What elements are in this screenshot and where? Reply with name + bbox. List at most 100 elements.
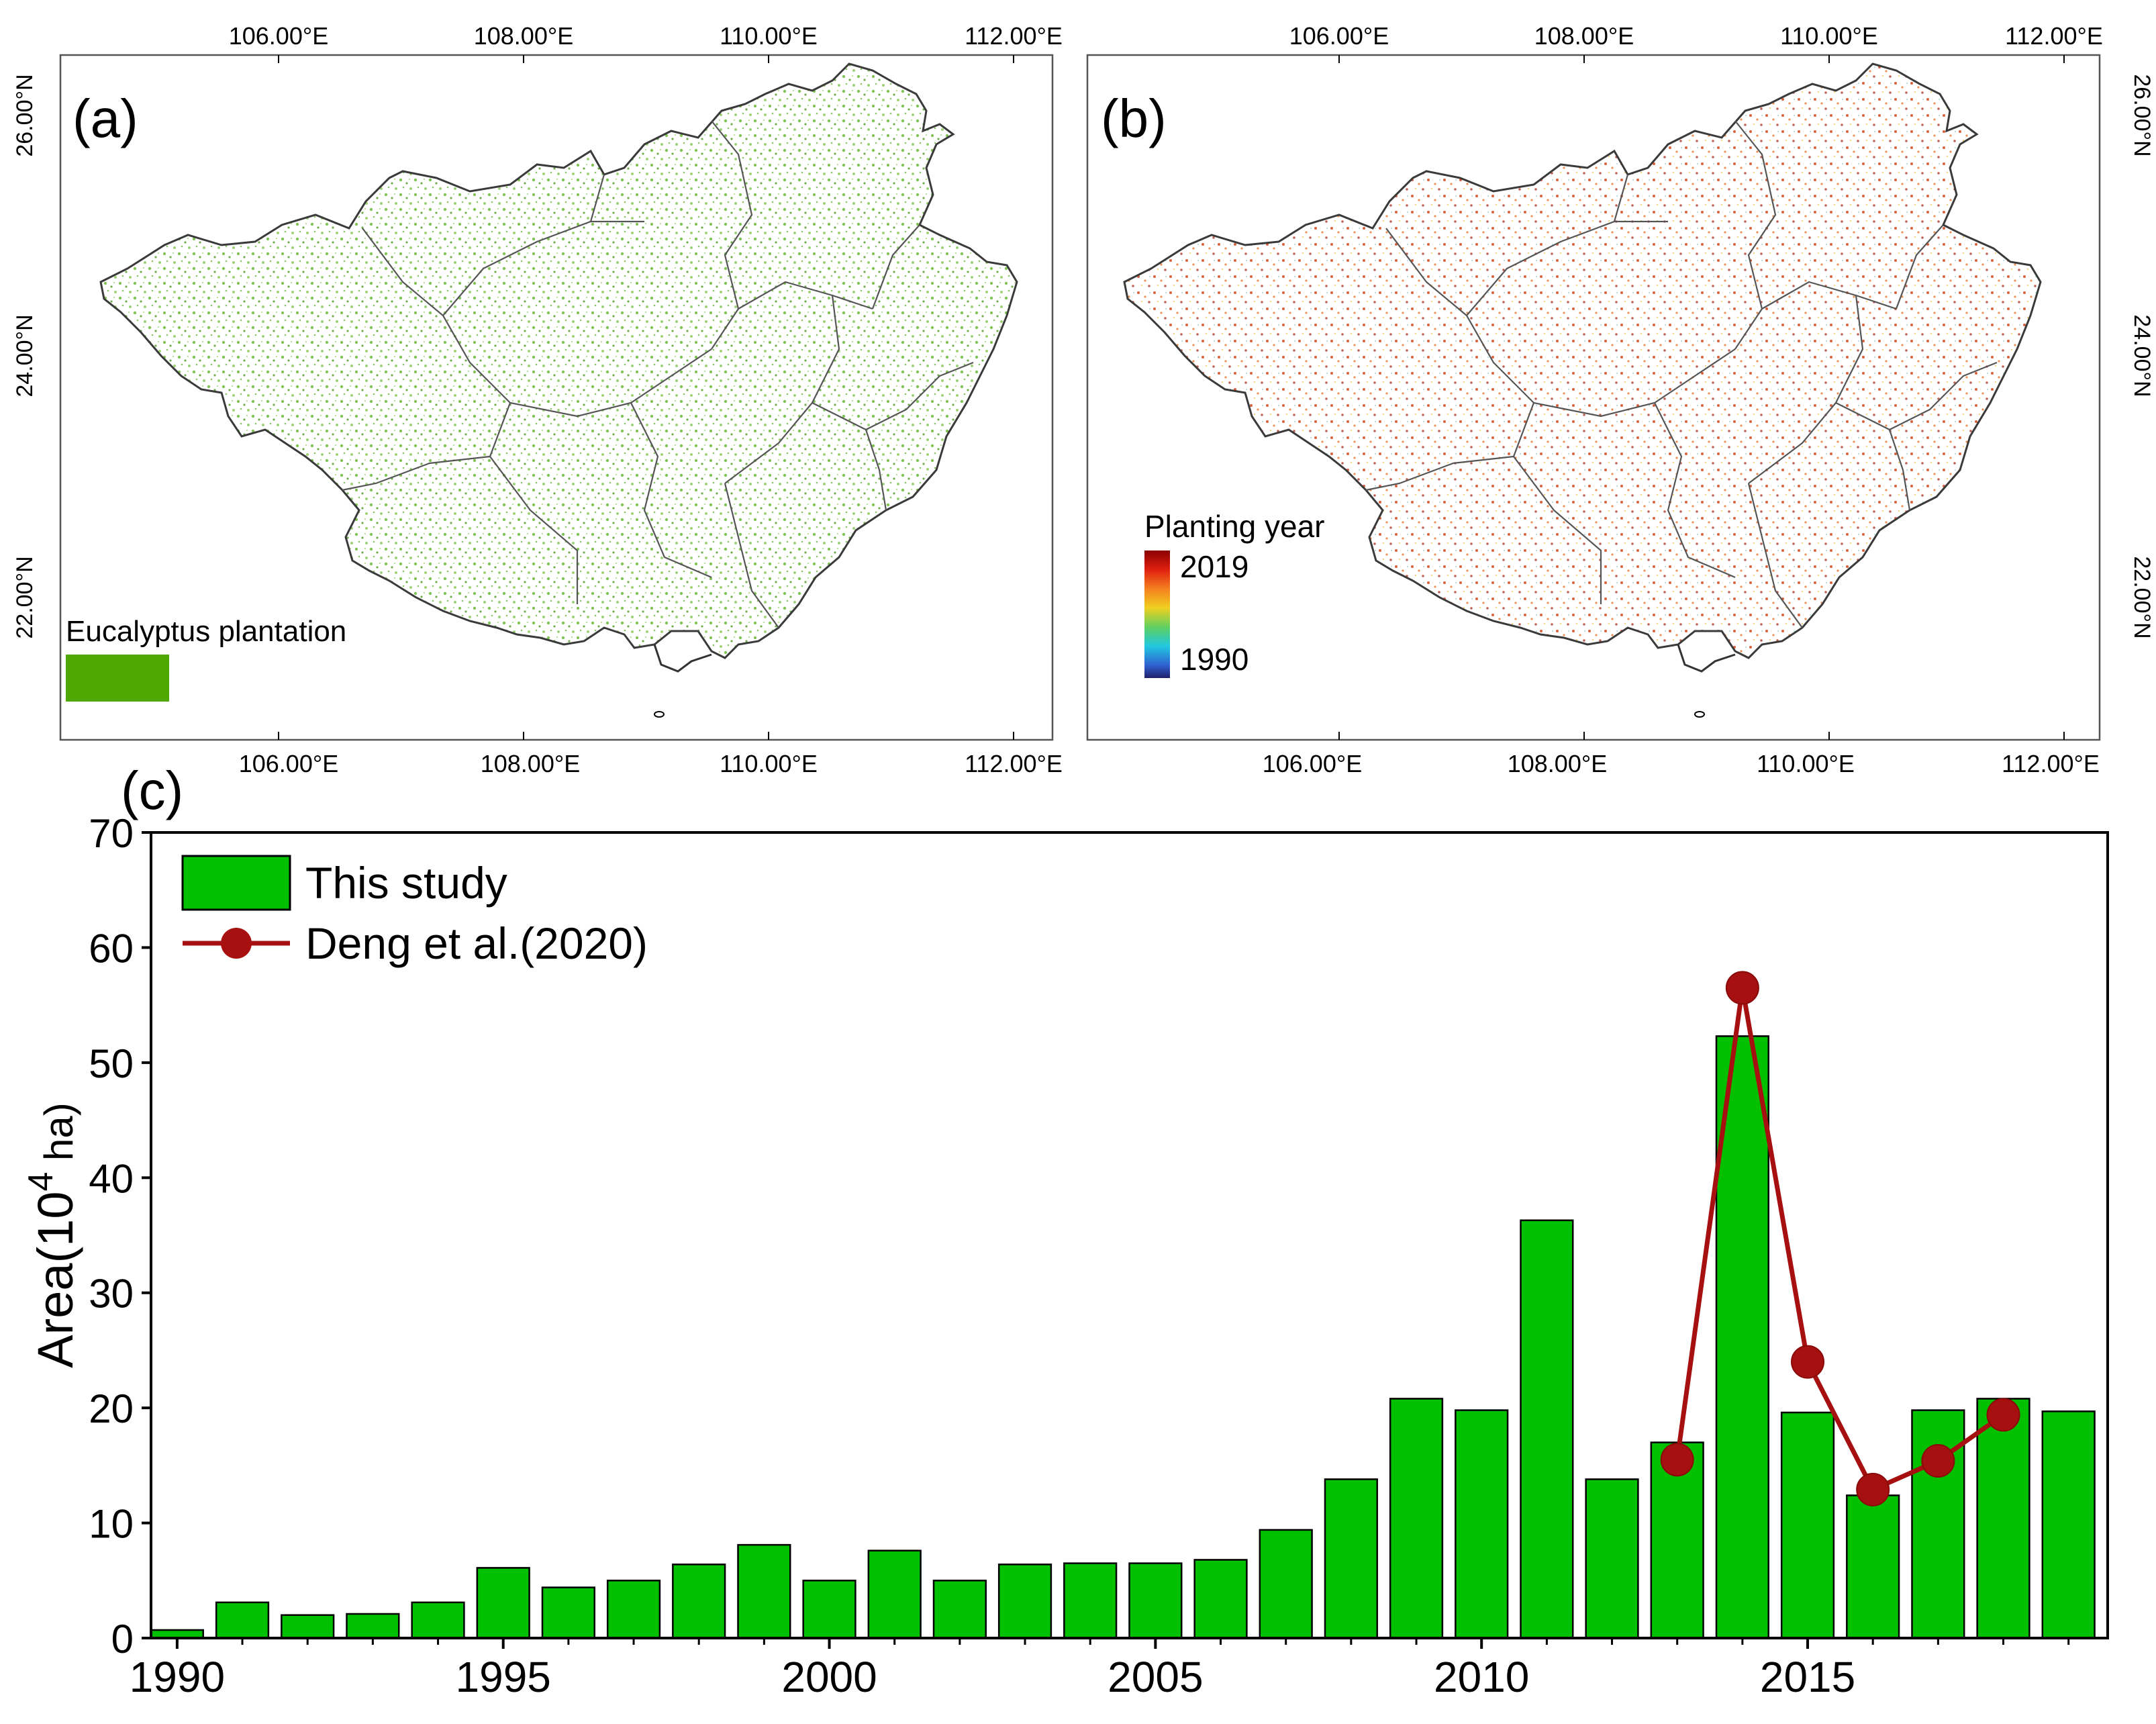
map-b-bottom-tick-label: 106.00°E	[1263, 750, 1363, 777]
y-tick-label: 50	[89, 1041, 134, 1086]
map-a-left-tick-label: 22.00°N	[12, 556, 38, 638]
map-a-top-tick-label: 108.00°E	[474, 22, 574, 50]
map-b-legend-max: 2019	[1180, 549, 1248, 584]
chart-y-axis-title-superscript: 4	[21, 1172, 60, 1192]
bar	[1324, 1478, 1378, 1639]
map-b-top-tick-label: 108.00°E	[1534, 22, 1634, 50]
bar	[1193, 1559, 1248, 1639]
bar	[737, 1543, 791, 1639]
chart-panel-label: (c)	[121, 761, 183, 820]
x-tick-label: 1990	[130, 1653, 225, 1701]
bar	[1520, 1219, 1574, 1639]
line-point	[1986, 1398, 2020, 1432]
chart-panel-c: (c) 0 10 20 30 40 50 60 70 1990 1995 2000 2005 2010 2…	[21, 761, 2109, 1701]
map-a-top-ticks: 106.00°E 108.00°E 110.00°E 112.00°E	[229, 22, 1063, 63]
map-b-bottom-tick-label: 112.00°E	[2002, 750, 2100, 777]
x-tick-label: 2000	[781, 1653, 877, 1701]
map-b-top-tick-label: 110.00°E	[1780, 22, 1878, 50]
y-tick-label: 40	[89, 1156, 134, 1201]
map-b-panel-label: (b)	[1101, 89, 1167, 148]
map-a-city-boundaries	[342, 120, 974, 628]
y-tick-label: 70	[89, 811, 134, 856]
map-a-legend-swatch	[66, 655, 169, 702]
bar	[606, 1580, 661, 1639]
chart-frame	[150, 831, 2109, 1639]
x-tick-label: 1995	[456, 1653, 551, 1701]
map-a-bottom-ticks: 106.00°E 108.00°E 110.00°E 112.00°E	[239, 732, 1063, 777]
bar	[867, 1549, 922, 1639]
chart-plot-area: 0 10 20 30 40 50 60 70 1990 1995 2000 2005 2010 2015	[89, 811, 2109, 1701]
bar	[1063, 1562, 1118, 1639]
map-a-bottom-tick-label: 108.00°E	[481, 750, 581, 777]
y-tick-label: 10	[89, 1502, 134, 1547]
map-b-island	[1694, 711, 1705, 718]
x-tick-label: 2015	[1760, 1653, 1855, 1701]
legend-line-marker	[221, 928, 252, 959]
map-a-left-ticks: 26.00°N 24.00°N 22.00°N	[12, 74, 38, 638]
map-a-legend-label: Eucalyptus plantation	[66, 615, 346, 648]
chart-legend: This study Deng et al.(2020)	[181, 855, 648, 968]
map-b-bottom-ticks: 106.00°E 108.00°E 110.00°E 112.00°E	[1263, 732, 2100, 777]
map-b-legend-title: Planting year	[1144, 509, 1325, 544]
map-a-bottom-tick-label: 112.00°E	[965, 750, 1063, 777]
map-a-panel-label: (a)	[72, 89, 138, 148]
map-a-top-tick-label: 106.00°E	[229, 22, 329, 50]
bar	[1389, 1398, 1444, 1639]
map-b-top-tick-label: 112.00°E	[2005, 22, 2103, 50]
bar	[1585, 1478, 1639, 1639]
map-b-right-ticks: 26.00°N 24.00°N 22.00°N	[2129, 74, 2155, 638]
bar	[1846, 1494, 1900, 1639]
map-b-legend-min: 1990	[1180, 642, 1248, 677]
map-b-legend-colorbar	[1144, 550, 1170, 678]
line-point	[1921, 1444, 1955, 1478]
bar	[932, 1580, 987, 1639]
map-b-right-tick-label: 24.00°N	[2129, 314, 2155, 397]
map-a-top-tick-label: 112.00°E	[965, 22, 1063, 50]
line-point	[1660, 1443, 1694, 1477]
map-a-island	[654, 711, 665, 718]
map-b-right-tick-label: 22.00°N	[2129, 556, 2155, 638]
legend-line-label: Deng et al.(2020)	[305, 918, 648, 968]
map-b-bottom-tick-label: 108.00°E	[1508, 750, 1608, 777]
bar	[281, 1614, 335, 1639]
map-b-bottom-tick-label: 110.00°E	[1757, 750, 1855, 777]
map-b-top-tick-label: 106.00°E	[1289, 22, 1389, 50]
bar	[802, 1580, 856, 1639]
bar	[1455, 1409, 1509, 1639]
line-point	[1856, 1472, 1890, 1506]
map-b-city-boundaries	[1365, 120, 1998, 628]
y-tick-label: 20	[89, 1386, 134, 1431]
chart-y-axis-title-unit: ha)	[36, 1102, 81, 1171]
map-a-left-tick-label: 26.00°N	[12, 74, 38, 156]
bar	[476, 1567, 530, 1639]
chart-y-axis-title-main: Area(10	[28, 1192, 83, 1368]
bar	[1259, 1529, 1313, 1639]
y-tick-label: 30	[89, 1272, 134, 1316]
map-b-right-tick-label: 26.00°N	[2129, 74, 2155, 156]
bar	[411, 1601, 465, 1639]
bar	[1780, 1411, 1835, 1639]
map-a-bottom-tick-label: 110.00°E	[720, 750, 818, 777]
map-panel-a: 106.00°E 108.00°E 110.00°E 112.00°E 106.…	[12, 22, 1063, 777]
line-point	[1725, 971, 1759, 1005]
bar	[1976, 1398, 2030, 1639]
map-a-top-tick-label: 110.00°E	[720, 22, 818, 50]
y-tick-label: 0	[111, 1617, 134, 1662]
bar	[997, 1564, 1052, 1639]
line-point	[1791, 1345, 1825, 1379]
map-b-top-ticks: 106.00°E 108.00°E 110.00°E 112.00°E	[1289, 22, 2103, 63]
bar	[1128, 1562, 1183, 1639]
bar	[346, 1613, 400, 1639]
x-tick-label: 2005	[1108, 1653, 1203, 1701]
y-tick-label: 60	[89, 926, 134, 971]
map-a-bottom-tick-label: 106.00°E	[239, 750, 339, 777]
bar	[541, 1586, 595, 1639]
map-panel-b: 106.00°E 108.00°E 110.00°E 112.00°E 106.…	[1086, 22, 2155, 777]
bar	[672, 1564, 726, 1639]
legend-bar-label: This study	[305, 858, 507, 908]
bar	[2041, 1410, 2096, 1639]
map-a-left-tick-label: 24.00°N	[12, 314, 38, 397]
bar	[215, 1601, 270, 1639]
x-tick-label: 2010	[1434, 1653, 1529, 1701]
